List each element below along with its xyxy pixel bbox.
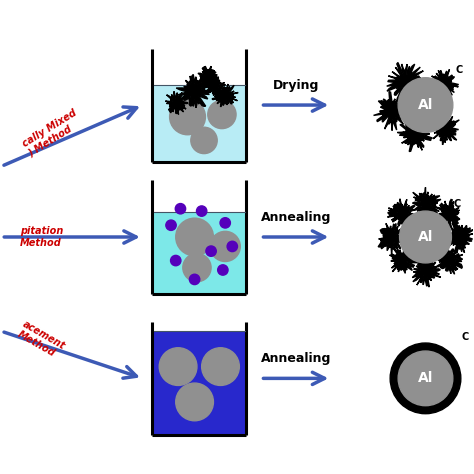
Polygon shape — [388, 199, 415, 226]
Text: C: C — [462, 332, 469, 342]
Circle shape — [183, 254, 211, 282]
Polygon shape — [430, 112, 459, 145]
Circle shape — [170, 99, 205, 135]
Text: C: C — [455, 65, 463, 75]
Polygon shape — [412, 187, 441, 217]
Text: Annealing: Annealing — [261, 211, 331, 224]
Circle shape — [166, 220, 176, 230]
Bar — [154, 331, 245, 435]
Circle shape — [206, 246, 216, 256]
Bar — [154, 212, 245, 293]
Bar — [154, 85, 245, 162]
Circle shape — [201, 348, 239, 385]
Polygon shape — [436, 249, 463, 274]
Circle shape — [400, 211, 451, 263]
Circle shape — [175, 203, 186, 214]
Circle shape — [218, 265, 228, 275]
Circle shape — [210, 231, 240, 262]
Polygon shape — [374, 91, 410, 130]
Polygon shape — [206, 77, 226, 96]
Circle shape — [159, 348, 197, 385]
Circle shape — [171, 255, 181, 266]
Text: Al: Al — [418, 98, 433, 112]
Text: C: C — [454, 199, 461, 209]
Circle shape — [398, 351, 453, 406]
Text: Al: Al — [418, 371, 433, 385]
Polygon shape — [412, 255, 441, 287]
Circle shape — [190, 274, 200, 284]
Text: pitation
Method: pitation Method — [20, 226, 64, 248]
Polygon shape — [378, 223, 407, 253]
Circle shape — [398, 78, 453, 132]
Polygon shape — [176, 74, 213, 108]
Circle shape — [176, 218, 213, 256]
Circle shape — [220, 218, 230, 228]
Polygon shape — [165, 91, 188, 114]
Polygon shape — [432, 70, 459, 99]
Polygon shape — [212, 84, 238, 107]
Polygon shape — [390, 246, 417, 273]
Polygon shape — [436, 200, 460, 229]
Circle shape — [227, 241, 237, 252]
Text: cally Mixed
) Method: cally Mixed ) Method — [20, 108, 84, 159]
Circle shape — [390, 343, 461, 414]
Circle shape — [191, 127, 217, 154]
Text: Annealing: Annealing — [261, 352, 331, 365]
Polygon shape — [387, 63, 426, 101]
Circle shape — [208, 100, 236, 128]
Text: Al: Al — [418, 230, 433, 244]
Polygon shape — [445, 222, 474, 254]
Polygon shape — [397, 118, 432, 152]
Circle shape — [197, 206, 207, 216]
Circle shape — [176, 383, 213, 421]
Text: Drying: Drying — [273, 79, 319, 92]
Polygon shape — [198, 66, 218, 88]
Text: acement
Method: acement Method — [16, 319, 67, 362]
